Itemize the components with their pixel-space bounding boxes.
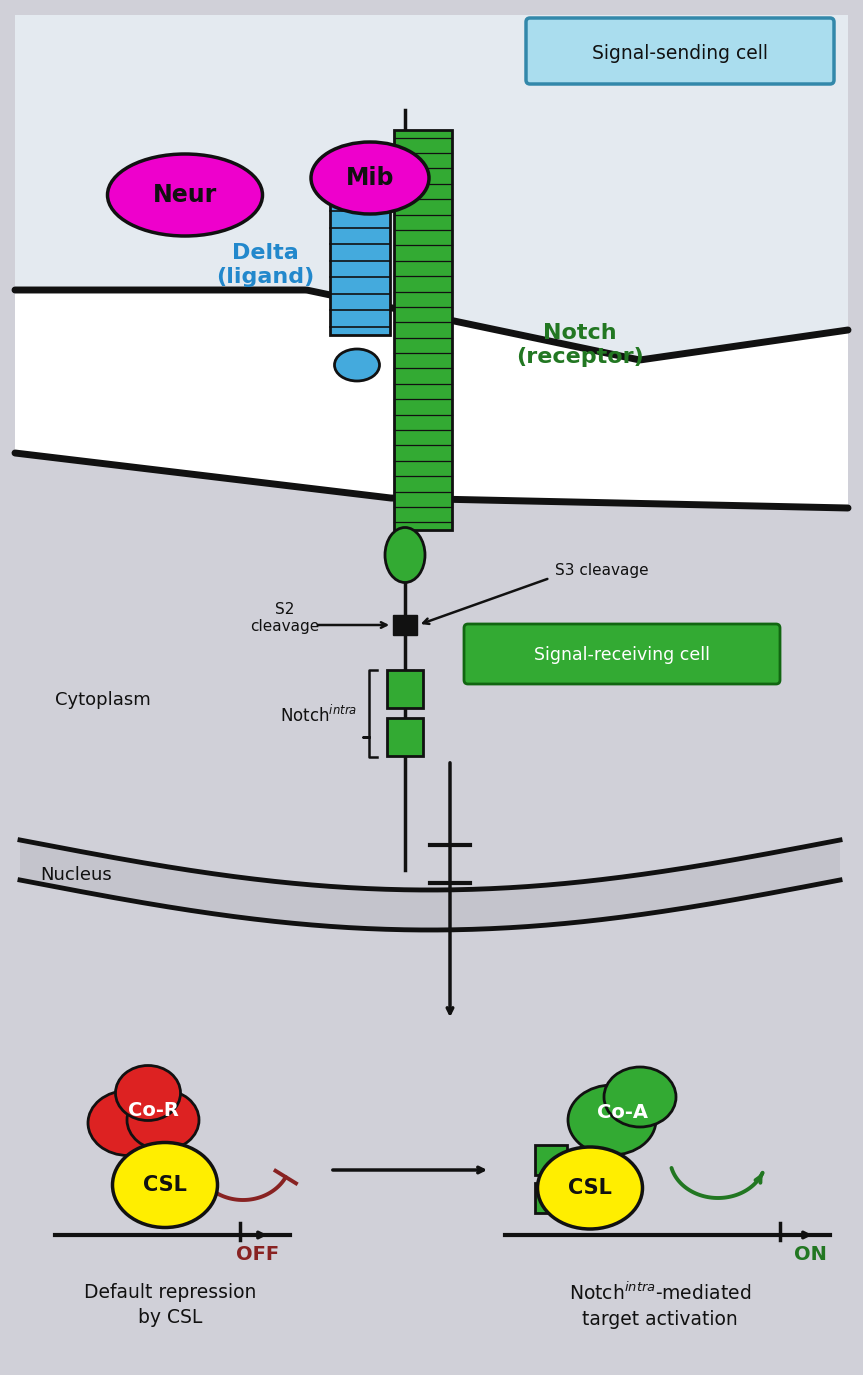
- Text: Notch$^{intra}$-mediated
target activation: Notch$^{intra}$-mediated target activati…: [569, 1282, 751, 1328]
- Polygon shape: [15, 290, 848, 507]
- Text: Nucleus: Nucleus: [40, 866, 111, 884]
- Polygon shape: [15, 15, 848, 360]
- Text: Delta
(ligand): Delta (ligand): [216, 242, 314, 287]
- Text: Mib: Mib: [346, 166, 394, 190]
- Text: CSL: CSL: [568, 1178, 612, 1198]
- Ellipse shape: [311, 142, 429, 214]
- Ellipse shape: [538, 1147, 642, 1229]
- Text: Co-R: Co-R: [128, 1100, 179, 1119]
- Ellipse shape: [127, 1090, 199, 1150]
- Ellipse shape: [116, 1066, 180, 1121]
- Polygon shape: [15, 15, 848, 336]
- Ellipse shape: [112, 1143, 217, 1228]
- FancyBboxPatch shape: [526, 18, 834, 84]
- Text: Notch$^{intra}$: Notch$^{intra}$: [280, 704, 357, 726]
- Text: Notch
(receptor): Notch (receptor): [516, 323, 644, 367]
- Ellipse shape: [335, 349, 380, 381]
- Ellipse shape: [568, 1085, 656, 1155]
- Ellipse shape: [604, 1067, 676, 1128]
- Ellipse shape: [88, 1090, 168, 1155]
- Text: Neur: Neur: [153, 183, 217, 208]
- Text: Signal-receiving cell: Signal-receiving cell: [534, 646, 710, 664]
- Text: Cytoplasm: Cytoplasm: [55, 692, 151, 710]
- Polygon shape: [15, 452, 848, 1375]
- Bar: [393, 615, 417, 635]
- Text: Default repression
by CSL: Default repression by CSL: [84, 1283, 256, 1327]
- Text: Co-A: Co-A: [596, 1103, 647, 1122]
- Bar: [394, 131, 452, 529]
- FancyBboxPatch shape: [464, 624, 780, 683]
- Text: S3 cleavage: S3 cleavage: [555, 562, 649, 578]
- Bar: [535, 1145, 567, 1176]
- Text: ON: ON: [794, 1244, 827, 1264]
- Bar: [330, 170, 390, 336]
- Text: Signal-sending cell: Signal-sending cell: [592, 44, 768, 62]
- Text: S2
cleavage: S2 cleavage: [250, 602, 319, 634]
- Ellipse shape: [385, 528, 425, 583]
- Text: OFF: OFF: [236, 1244, 280, 1264]
- Bar: [535, 1182, 567, 1213]
- Bar: [387, 670, 423, 708]
- Bar: [387, 718, 423, 756]
- Ellipse shape: [108, 154, 262, 236]
- Polygon shape: [20, 840, 840, 930]
- Text: CSL: CSL: [143, 1176, 187, 1195]
